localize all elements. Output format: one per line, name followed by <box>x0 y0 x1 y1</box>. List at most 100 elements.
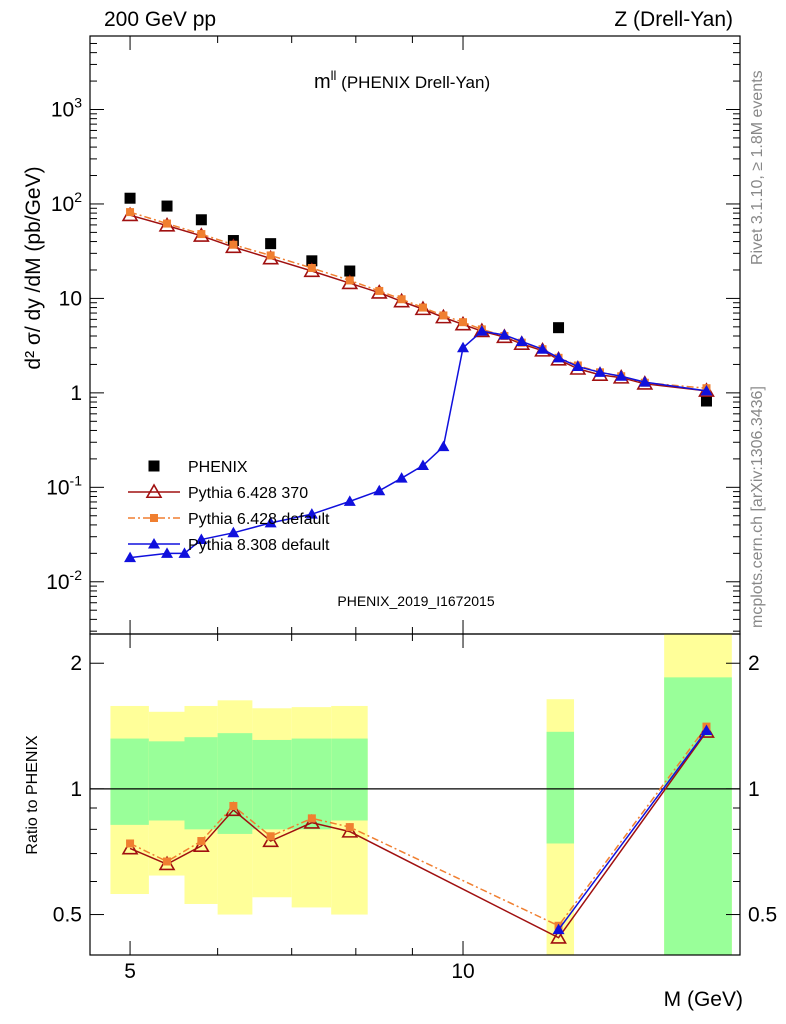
y-tick-label-0: 10-2 <box>46 567 82 594</box>
marker-pythia-6-428-default-0 <box>126 208 135 217</box>
mcplots-side-label: mcplots.cern.ch [arXiv:1306.3436] <box>749 386 766 628</box>
marker-pythia-6-428-default-1 <box>163 219 172 228</box>
y-tick-label-4: 102 <box>51 189 82 216</box>
rivet-side-label: Rivet 3.1.10, ≥ 1.8M events <box>749 70 766 265</box>
marker-pythia-8-308-default-20 <box>615 370 628 381</box>
ratio-y-tick-label-left-1: 1 <box>70 778 82 801</box>
series-line-pythia-8-308-default <box>557 730 708 931</box>
marker-pythia-6-428-default-5 <box>307 814 316 823</box>
marker-pythia-8-308-default-18 <box>571 360 584 372</box>
marker-pythia-6-428-default-2 <box>197 837 206 846</box>
series-line-pythia-6-428-370 <box>129 214 707 392</box>
legend-label-1: Pythia 6.428 370 <box>188 485 308 502</box>
marker-pythia-8-308-default-1 <box>700 724 713 736</box>
marker-pythia-6-428-default-0 <box>126 839 135 848</box>
ratio-y-tick-label-right-1: 1 <box>748 778 760 801</box>
marker-pythia-8-308-default-15 <box>515 335 528 346</box>
header-right-label: Z (Drell-Yan) <box>614 8 733 31</box>
marker-pythia-6-428-default-7 <box>375 286 384 295</box>
marker-pythia-6-428-default-6 <box>345 823 354 832</box>
series-markers-pythia-8-308-default <box>552 724 713 935</box>
marker-pythia-8-308-default-7 <box>343 495 356 506</box>
x-tick-label-5: 5 <box>124 960 136 983</box>
marker-pythia-6-428-default-9 <box>418 303 427 312</box>
marker-pythia-8-308-default-6 <box>305 508 318 519</box>
legend-label-2: Pythia 6.428 default <box>188 511 330 528</box>
ratio-y-tick-label-right-0.5: 0.5 <box>748 904 777 927</box>
header-left-label: 200 GeV pp <box>104 8 216 31</box>
marker-pythia-6-428-default-11 <box>459 318 468 327</box>
band-stat-6 <box>331 738 368 821</box>
marker-pythia-8-308-default-13 <box>475 325 488 336</box>
x-axis-label: M (GeV) <box>664 988 743 1011</box>
marker-phenix-0 <box>124 192 136 204</box>
marker-pythia-8-308-default-4 <box>227 526 240 538</box>
marker-pythia-8-308-default-3 <box>195 533 208 545</box>
ratio-y-tick-label-right-2: 2 <box>748 652 760 675</box>
marker-pythia-6-428-default-3 <box>229 801 238 810</box>
marker-pythia-8-308-default-0 <box>124 551 137 563</box>
marker-pythia-6-428-default-10 <box>439 311 448 320</box>
main-panel: 10-2 10-1 1 10 102 103 d² σ/ dy /dM (pb/GeV) ml… <box>22 35 741 635</box>
ratio-panel-frame <box>89 633 741 956</box>
marker-pythia-8-308-default-21 <box>638 376 651 387</box>
legend: PHENIX Pythia 6.428 370 Pythia 6.428 defau… <box>128 459 330 554</box>
band-stat-1 <box>148 741 185 821</box>
marker-pythia-6-428-default-legend-2 <box>150 514 158 522</box>
y-tick-label-3: 10 <box>59 287 82 310</box>
marker-pythia-8-308-default-16 <box>536 343 549 354</box>
marker-pythia-8-308-default-9 <box>395 472 408 483</box>
series-line-pythia-6-428-default <box>129 211 707 389</box>
marker-pythia-8-308-default-17 <box>552 351 565 363</box>
marker-pythia-8-308-default-12 <box>457 341 470 353</box>
marker-pythia-8-308-default-11 <box>437 440 450 452</box>
y-tick-label-2: 1 <box>70 382 82 405</box>
marker-phenix-8 <box>700 395 712 407</box>
band-stat-5 <box>291 738 332 830</box>
plot-title: mll (PHENIX Drell-Yan) <box>314 68 490 93</box>
band-stat-2 <box>184 737 218 830</box>
main-y-axis-label: d² σ/ dy /dM (pb/GeV) <box>22 166 45 369</box>
ratio-y-tick-label-left-0.5: 0.5 <box>53 904 82 927</box>
series-markers-pythia-8-308-default <box>124 325 713 563</box>
marker-phenix-4 <box>265 238 277 250</box>
series-markers-pythia-6-428-default <box>126 208 711 393</box>
legend-label-3: Pythia 8.308 default <box>188 537 330 554</box>
ratio-panel: 0.5 0.5 1 1 2 2 5 10 Ratio to PHENIX M (GeV) <box>24 633 777 1011</box>
marker-pythia-6-428-default-6 <box>345 276 354 285</box>
band-stat-7 <box>546 731 575 844</box>
marker-pythia-8-308-default-8 <box>373 484 386 496</box>
marker-pythia-8-308-default-10 <box>416 459 429 471</box>
band-stat-0 <box>110 738 149 825</box>
ratio-y-axis-label: Ratio to PHENIX <box>24 735 41 854</box>
marker-phenix-6 <box>344 265 356 277</box>
marker-pythia-8-308-default-22 <box>700 384 713 396</box>
marker-pythia-8-308-default-5 <box>264 516 277 528</box>
marker-phenix-2 <box>195 214 207 226</box>
marker-pythia-8-308-default-legend-3 <box>148 538 160 549</box>
marker-pythia-6-428-default-2 <box>197 230 206 239</box>
marker-pythia-6-428-default-1 <box>163 857 172 866</box>
band-stat-4 <box>252 739 292 830</box>
series-line-pythia-6-428-370 <box>129 731 708 939</box>
y-tick-label-1: 10-1 <box>46 472 82 499</box>
marker-pythia-6-428-default-4 <box>266 251 275 260</box>
marker-pythia-8-308-default-1 <box>161 547 174 558</box>
analysis-tag: PHENIX_2019_I1672015 <box>337 593 494 609</box>
marker-pythia-6-428-370-7 <box>550 929 567 944</box>
marker-pythia-8-308-default-2 <box>178 547 191 558</box>
legend-label-0: PHENIX <box>188 459 248 476</box>
marker-phenix-legend-0 <box>148 460 160 472</box>
marker-pythia-6-428-370-0 <box>121 839 139 855</box>
marker-pythia-8-308-default-0 <box>552 923 565 935</box>
ratio-y-tick-label-left-2: 2 <box>70 652 82 675</box>
marker-phenix-5 <box>306 255 318 267</box>
marker-pythia-6-428-default-5 <box>307 263 316 272</box>
marker-pythia-6-428-370-legend-1 <box>145 483 163 499</box>
marker-pythia-6-428-370-2 <box>192 837 210 852</box>
y-tick-label-5: 103 <box>51 95 82 122</box>
marker-pythia-6-428-default-8 <box>397 295 406 304</box>
series-markers-pythia-6-428-370 <box>121 206 715 397</box>
x-tick-label-10: 10 <box>451 960 474 983</box>
